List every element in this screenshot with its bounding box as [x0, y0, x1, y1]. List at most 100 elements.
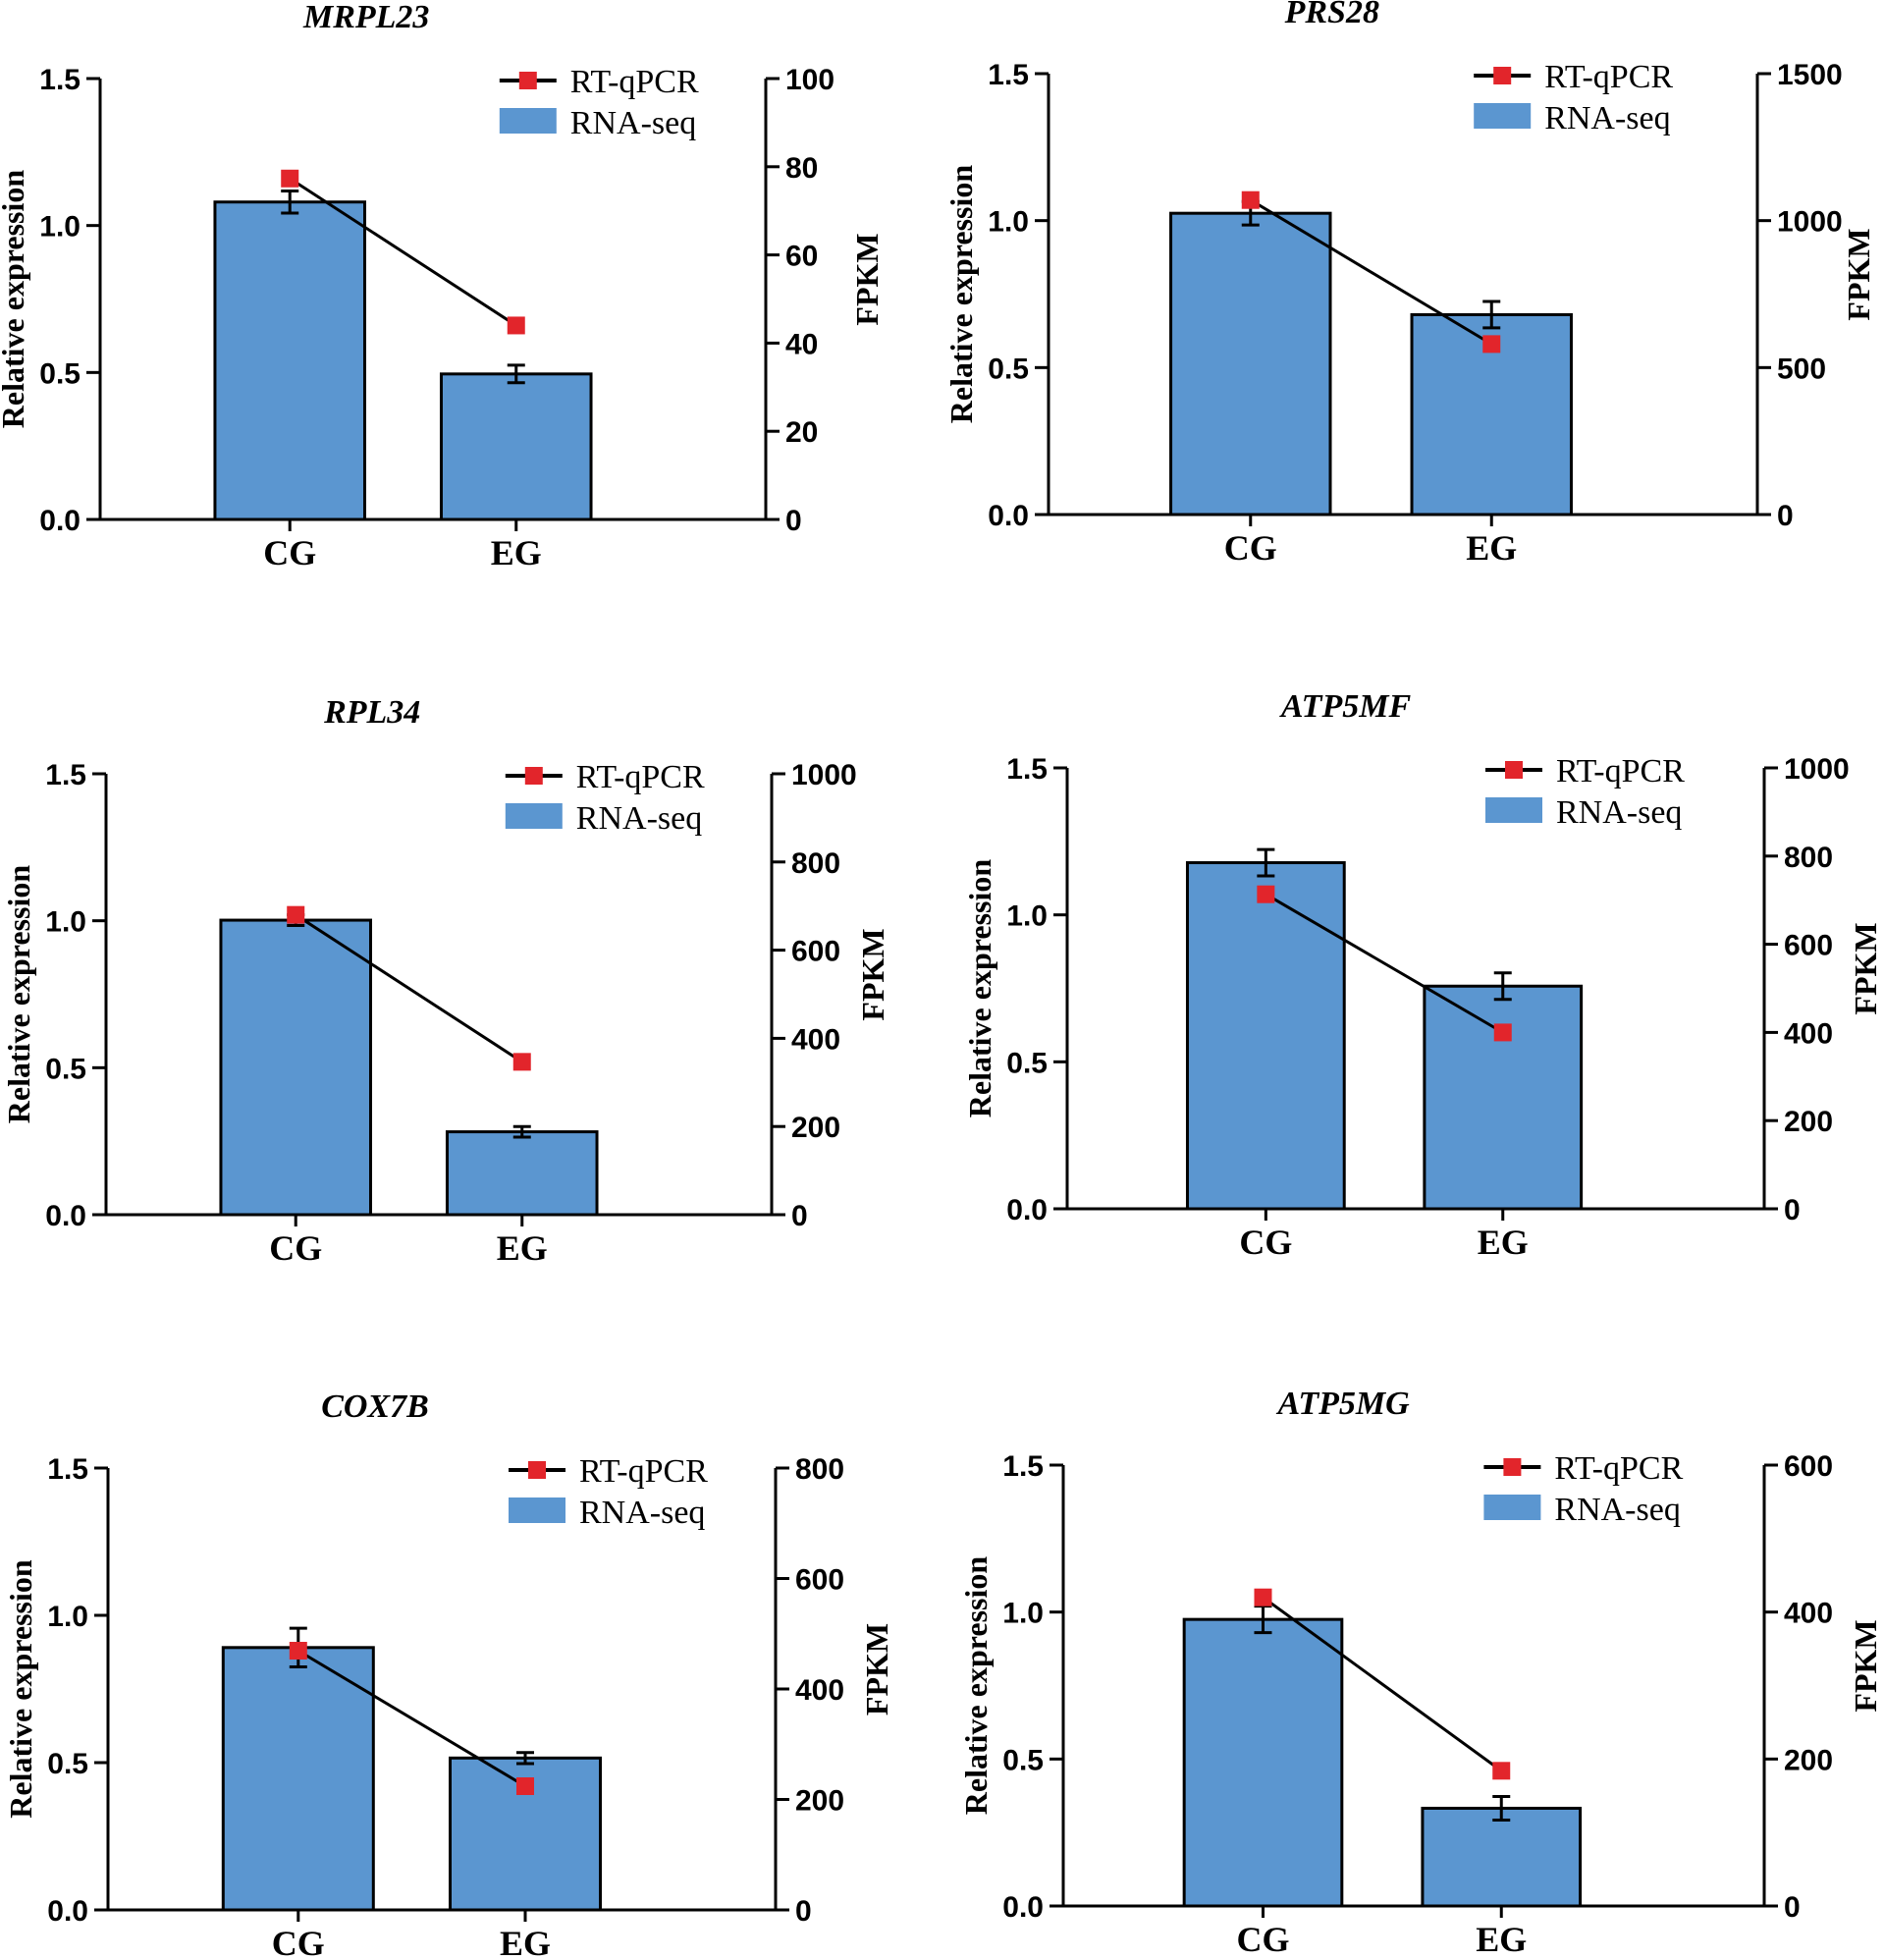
y-tick-label-right: 0: [795, 1895, 812, 1928]
y-axis-label-right: FPKM: [855, 928, 890, 1020]
y-tick-label-right: 20: [785, 416, 818, 449]
x-tick-label-cg: CG: [1239, 1223, 1292, 1262]
rt-qpcr-point-eg: [1482, 335, 1501, 354]
legend-marker-swatch: [528, 1461, 546, 1479]
bar-cg: [213, 200, 367, 521]
chart-panel-atp5mf: ATP5MF 0.0 0.5 1.0 1.5 0 200 400 600 800 1000 CG EG R…: [962, 688, 1883, 1262]
y-tick-label-left: 0.5: [39, 357, 81, 390]
y-axis-label-left: Relative expression: [943, 165, 979, 424]
y-tick-label-right: 600: [795, 1564, 844, 1597]
y-axis-label-left: Relative expression: [3, 1559, 38, 1819]
y-tick-label-right: 400: [791, 1023, 840, 1056]
y-tick-label-right: 500: [1777, 353, 1826, 385]
chart-panel-mrpl23: MRPL23 0.0 0.5 1.0 1.5 0 20 40 60 80 100 CG EG Relati…: [0, 0, 885, 572]
y-tick-label-right: 0: [1777, 500, 1794, 532]
chart-title: MRPL23: [302, 0, 429, 35]
y-axis-label-left: Relative expression: [962, 859, 997, 1118]
y-tick-label-right: 200: [1784, 1744, 1833, 1776]
chart-panel-atp5mg: ATP5MG 0.0 0.5 1.0 1.5 0 200 400 600 CG EG Relative…: [958, 1386, 1883, 1959]
legend-label-rna-seq: RNA-seq: [1556, 794, 1682, 831]
bar-eg: [1421, 1806, 1583, 1908]
y-axis-label-right: FPKM: [1848, 1619, 1883, 1712]
legend-label-rna-seq: RNA-seq: [1554, 1492, 1680, 1528]
y-axis-label-left: Relative expression: [1, 865, 36, 1124]
bar-eg: [439, 372, 593, 521]
bar-eg: [445, 1130, 599, 1217]
legend-label-rt-qpcr: RT-qPCR: [579, 1453, 708, 1490]
chart-title: ATP5MF: [1279, 688, 1412, 725]
legend-label-rt-qpcr: RT-qPCR: [576, 759, 705, 795]
y-tick-label-right: 0: [791, 1200, 808, 1232]
bar-cg: [1182, 1617, 1344, 1908]
y-tick-label-right: 400: [795, 1674, 844, 1707]
bar-cg: [219, 918, 373, 1217]
y-tick-label-left: 1.5: [988, 59, 1029, 91]
y-tick-label-right: 600: [1784, 930, 1833, 962]
y-tick-label-right: 400: [1784, 1598, 1833, 1630]
y-tick-label-right: 200: [795, 1785, 844, 1818]
y-tick-label-left: 0.0: [39, 505, 81, 537]
y-tick-label-right: 80: [785, 152, 818, 185]
y-axis-label-right: FPKM: [1841, 228, 1876, 320]
rt-qpcr-line: [295, 913, 523, 1063]
y-axis-label-right: FPKM: [1848, 922, 1883, 1014]
legend-marker-swatch: [1503, 1458, 1522, 1476]
y-tick-label-left: 1.0: [39, 211, 81, 244]
y-tick-label-right: 400: [1784, 1017, 1833, 1050]
legend-marker-swatch: [1493, 67, 1512, 84]
legend-label-rna-seq: RNA-seq: [579, 1495, 705, 1531]
legend-bar-swatch: [505, 803, 563, 829]
x-tick-label-eg: EG: [497, 1228, 548, 1268]
y-tick-label-right: 1500: [1777, 59, 1843, 91]
y-tick-label-left: 0.0: [988, 500, 1029, 532]
rt-qpcr-point-cg: [289, 1642, 307, 1660]
x-tick-label-cg: CG: [1224, 528, 1277, 568]
y-tick-label-left: 1.5: [45, 759, 86, 791]
x-tick-label-eg: EG: [1476, 1920, 1527, 1959]
legend-label-rna-seq: RNA-seq: [570, 105, 696, 141]
y-tick-label-right: 40: [785, 328, 818, 360]
y-tick-label-left: 0.0: [45, 1200, 86, 1232]
x-tick-label-cg: CG: [1236, 1920, 1289, 1959]
y-tick-label-right: 1000: [1777, 206, 1843, 239]
legend-marker-swatch: [518, 72, 537, 89]
chart-title: ATP5MG: [1276, 1386, 1411, 1422]
bar-cg: [221, 1646, 375, 1912]
y-axis-label-right: FPKM: [859, 1623, 894, 1715]
y-tick-label-left: 0.0: [1006, 1194, 1048, 1226]
legend-bar-swatch: [499, 108, 557, 134]
x-tick-label-cg: CG: [272, 1924, 325, 1960]
legend-bar-swatch: [1485, 797, 1542, 823]
rt-qpcr-point-cg: [287, 905, 305, 924]
rt-qpcr-line: [297, 1649, 526, 1788]
x-tick-label-eg: EG: [1466, 528, 1517, 568]
x-tick-label-eg: EG: [491, 533, 542, 572]
rt-qpcr-point-cg: [1257, 885, 1275, 903]
bar-cg: [1185, 861, 1346, 1211]
y-tick-label-left: 0.5: [1006, 1047, 1048, 1079]
y-tick-label-right: 800: [795, 1453, 844, 1486]
chart-panel-rpl34: RPL34 0.0 0.5 1.0 1.5 0 200 400 600 800 1000 CG EG Re…: [1, 694, 890, 1268]
x-tick-label-cg: CG: [269, 1228, 322, 1268]
y-tick-label-left: 1.5: [1002, 1450, 1044, 1483]
chart-title: RPL34: [323, 694, 420, 731]
chart-title: PRS28: [1284, 0, 1379, 30]
chart-title: COX7B: [321, 1388, 429, 1425]
y-tick-label-right: 0: [1784, 1891, 1801, 1924]
y-tick-label-left: 0.5: [45, 1053, 86, 1085]
legend-label-rt-qpcr: RT-qPCR: [1554, 1450, 1683, 1487]
y-tick-label-right: 1000: [1784, 753, 1850, 786]
y-tick-label-right: 600: [791, 936, 840, 968]
legend-label-rt-qpcr: RT-qPCR: [1556, 753, 1685, 789]
x-tick-label-eg: EG: [500, 1924, 551, 1960]
rt-qpcr-point-cg: [281, 169, 299, 188]
y-tick-label-left: 1.5: [1006, 753, 1048, 786]
x-tick-label-cg: CG: [263, 533, 316, 572]
y-tick-label-left: 0.5: [47, 1748, 88, 1780]
y-tick-label-left: 1.0: [1002, 1598, 1044, 1630]
legend-label-rt-qpcr: RT-qPCR: [570, 64, 699, 100]
y-tick-label-left: 0.5: [1002, 1744, 1044, 1776]
rt-qpcr-line: [1262, 1596, 1503, 1772]
rt-qpcr-point-eg: [512, 1053, 531, 1071]
x-tick-label-eg: EG: [1478, 1223, 1529, 1262]
